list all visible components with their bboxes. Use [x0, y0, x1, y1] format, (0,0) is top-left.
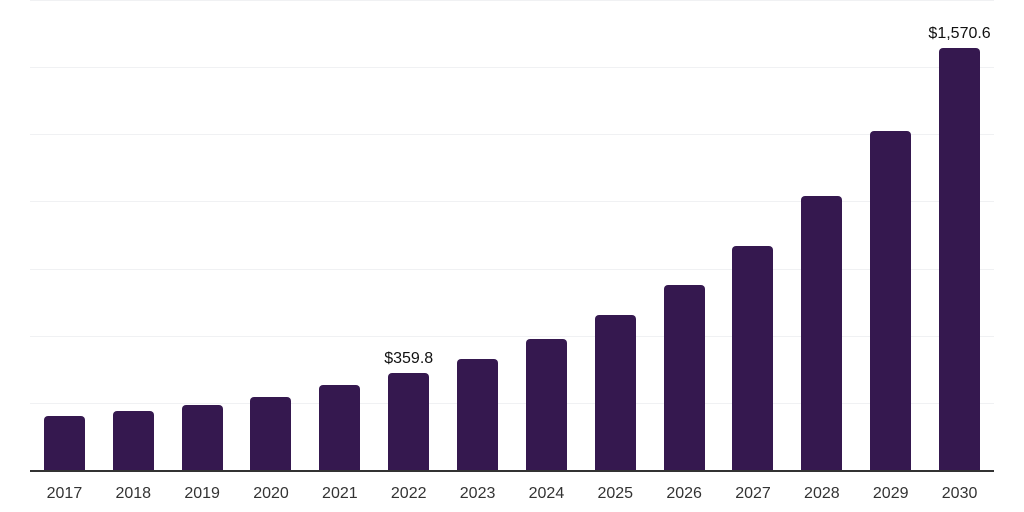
x-axis-tick-labels: 2017 2018 2019 2020 2021 2022 2023 2024 2025 2026…: [30, 485, 994, 505]
bar-value-label-2030: $1,570.6: [928, 25, 991, 43]
bar-2029: [870, 130, 912, 470]
bar-band-2020: [237, 0, 306, 470]
x-tick-label-2025: 2025: [597, 485, 634, 502]
plot-area: $359.8 $1,570.6: [30, 0, 994, 470]
bar-band-2019: [168, 0, 237, 470]
gridline: [30, 134, 994, 136]
x-tick-label-2027: 2027: [735, 485, 771, 502]
bar-2026: [663, 285, 705, 470]
x-tick-label-2023: 2023: [459, 485, 496, 502]
x-tick-label-2029: 2029: [872, 485, 909, 502]
bar-2022: [388, 373, 430, 470]
bar-band-2028: [787, 0, 856, 470]
x-tick-label-2019: 2019: [184, 485, 220, 502]
bar-band-2027: [719, 0, 788, 470]
bar-band-2026: [650, 0, 719, 470]
bar-2025: [594, 314, 636, 470]
bar-2017: [43, 416, 85, 470]
bar-band-2021: [305, 0, 374, 470]
bar-band-2023: [443, 0, 512, 470]
bar-2030: [939, 48, 981, 470]
bar-2023: [457, 359, 499, 470]
bar-band-2030: $1,570.6: [925, 0, 994, 470]
x-tick-label-2017: 2017: [46, 485, 83, 502]
bar-band-2025: [581, 0, 650, 470]
x-axis-line: [30, 470, 994, 472]
bar-band-2022: $359.8: [374, 0, 443, 470]
bar-2024: [525, 338, 567, 470]
bar-band-2017: [30, 0, 99, 470]
x-tick-label-2028: 2028: [804, 485, 840, 502]
bar-2019: [181, 404, 223, 470]
x-tick-label-2022: 2022: [390, 485, 427, 502]
bar-2027: [732, 245, 774, 470]
x-tick-label-2026: 2026: [666, 485, 702, 502]
x-tick-label-2020: 2020: [253, 485, 289, 502]
gridline: [30, 268, 994, 270]
x-tick-label-2021: 2021: [322, 485, 358, 502]
gridline: [30, 67, 994, 69]
gridline: [30, 335, 994, 337]
bar-2018: [112, 410, 154, 470]
bar-band-2029: [856, 0, 925, 470]
gridline: [30, 201, 994, 203]
gridline: [30, 402, 994, 404]
gridline: [30, 0, 994, 1]
bar-2020: [250, 396, 292, 470]
bar-2021: [319, 384, 361, 470]
x-tick-label-2024: 2024: [528, 485, 565, 502]
x-tick-label-2018: 2018: [115, 485, 152, 502]
bar-band-2018: [99, 0, 168, 470]
bar-2028: [801, 196, 843, 470]
x-tick-label-2030: 2030: [941, 485, 978, 502]
bar-value-label-2022: $359.8: [384, 350, 434, 368]
bar-band-2024: [512, 0, 581, 470]
